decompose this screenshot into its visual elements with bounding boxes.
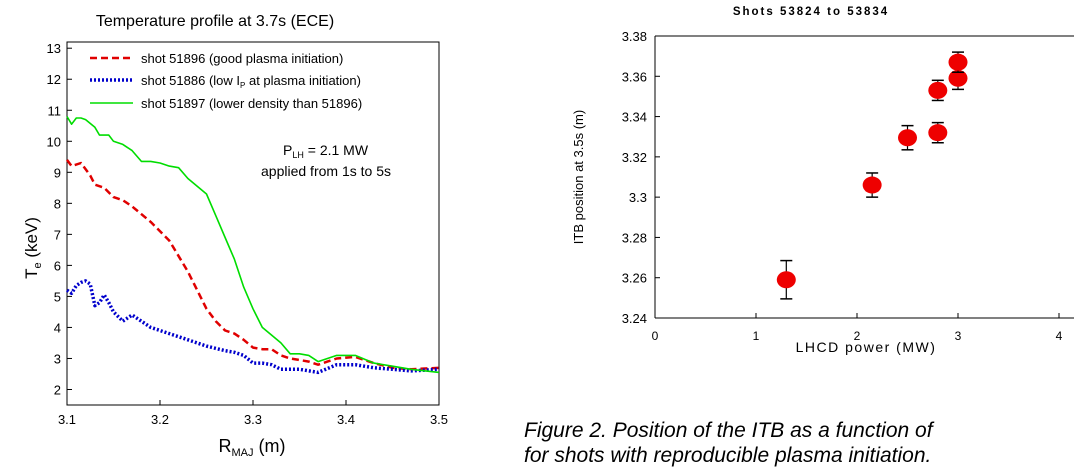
left-y-tick-label: 13 <box>47 41 61 56</box>
plh-annotation-sub: LH <box>292 150 304 160</box>
scatter-point <box>928 124 948 142</box>
left-x-tick-label: 3.5 <box>430 412 448 427</box>
figure-caption-line1: Figure 2. Position of the ITB as a funct… <box>524 419 933 442</box>
left-y-axis-ticks: 2 3 4 5 6 7 8 9 10 11 12 13 <box>47 41 72 397</box>
right-y-tick-label: 3.36 <box>622 69 647 84</box>
left-x-tick-label: 3.3 <box>244 412 262 427</box>
left-x-axis-ticks: 3.1 3.2 3.3 3.4 3.5 <box>58 400 448 427</box>
right-y-tick-label: 3.32 <box>622 150 647 165</box>
plh-annotation-rest: = 2.1 MW <box>304 142 369 158</box>
legend-label-series-2-rest: at plasma initiation) <box>245 73 361 88</box>
left-y-label-unit: (keV) <box>22 217 41 262</box>
left-y-tick-label: 9 <box>54 165 61 180</box>
plh-annotation-line1: PLH = 2.1 MW <box>283 142 369 160</box>
right-y-tick-label: 3.38 <box>622 29 647 44</box>
right-x-tick-label: 0 <box>652 329 659 343</box>
left-x-tick-label: 3.2 <box>151 412 169 427</box>
left-y-tick-label: 10 <box>47 134 61 149</box>
legend-label-series-2-sub: P <box>240 81 245 90</box>
right-x-axis-ticks: 0 1 2 3 4 <box>652 313 1063 343</box>
legend-label-series-1: shot 51896 (good plasma initiation) <box>141 51 343 66</box>
series-line-3 <box>66 116 440 374</box>
left-x-tick-label: 3.1 <box>58 412 76 427</box>
series-line-2 <box>66 279 440 375</box>
scatter-point <box>776 271 796 289</box>
itb-position-chart: Shots 53824 to 53834 3.24 3.26 3.28 3.3 3.32… <box>571 6 1074 355</box>
left-y-label-sub: e <box>32 262 44 268</box>
left-x-label-main: R <box>219 436 232 456</box>
plh-annotation: PLH = 2.1 MW applied from 1s to 5s <box>261 142 391 179</box>
left-chart-legend: shot 51896 (good plasma initiation) shot… <box>90 51 362 111</box>
right-x-tick-label: 1 <box>753 329 760 343</box>
left-y-tick-label: 12 <box>47 72 61 87</box>
left-y-tick-label: 7 <box>54 227 61 242</box>
legend-label-series-2-main: shot 51886 (low I <box>141 73 240 88</box>
scatter-point <box>862 176 882 194</box>
right-y-tick-label: 3.26 <box>622 271 647 286</box>
left-x-tick-label: 3.4 <box>337 412 355 427</box>
plh-annotation-main: P <box>283 142 292 158</box>
left-y-tick-label: 4 <box>54 320 61 335</box>
temperature-profile-chart: Temperature profile at 3.7s (ECE) 2 3 4 5 6 7… <box>22 13 448 459</box>
scatter-point <box>948 69 968 87</box>
left-x-label-unit: (m) <box>254 436 286 456</box>
right-x-tick-label: 2 <box>854 329 861 343</box>
scatter-point <box>898 129 917 147</box>
left-y-tick-label: 8 <box>54 196 61 211</box>
left-y-tick-label: 11 <box>48 103 62 118</box>
figure-caption-line2: for shots with reproducible plasma initi… <box>524 444 932 467</box>
scatter-point <box>928 81 948 99</box>
left-y-axis-label: Te (keV) <box>22 217 44 279</box>
right-x-axis-label: LHCD power (MW) <box>796 339 937 355</box>
right-y-tick-label: 3.24 <box>622 311 647 326</box>
right-y-tick-label: 3.3 <box>629 190 647 205</box>
right-y-axis-ticks: 3.24 3.26 3.28 3.3 3.32 3.34 3.36 3.38 <box>622 29 660 326</box>
figure-caption: Figure 2. Position of the ITB as a funct… <box>524 418 1074 468</box>
left-y-tick-label: 5 <box>54 289 61 304</box>
plh-annotation-line2: applied from 1s to 5s <box>261 163 391 179</box>
legend-label-series-3: shot 51897 (lower density than 51896) <box>141 96 362 111</box>
left-x-axis-label: RMAJ (m) <box>219 436 286 459</box>
left-y-tick-label: 2 <box>54 382 61 397</box>
right-y-axis-label: ITB position at 3.5s (m) <box>571 110 586 244</box>
right-chart-title: Shots 53824 to 53834 <box>733 6 889 18</box>
scatter-point <box>948 53 968 71</box>
right-x-tick-label: 3 <box>955 329 962 343</box>
left-y-label-main: T <box>22 269 41 279</box>
left-chart-title: Temperature profile at 3.7s (ECE) <box>96 13 334 30</box>
legend-label-series-2: shot 51886 (low IP at plasma initiation) <box>141 73 361 90</box>
left-y-tick-label: 6 <box>54 258 61 273</box>
right-y-tick-label: 3.34 <box>622 110 647 125</box>
left-series-lines <box>65 116 440 375</box>
left-y-tick-label: 3 <box>54 351 61 366</box>
left-x-label-sub: MAJ <box>232 447 254 459</box>
right-scatter-points <box>776 51 968 300</box>
right-x-tick-label: 4 <box>1056 329 1063 343</box>
right-y-tick-label: 3.28 <box>622 230 647 245</box>
series-line-1 <box>65 159 440 371</box>
